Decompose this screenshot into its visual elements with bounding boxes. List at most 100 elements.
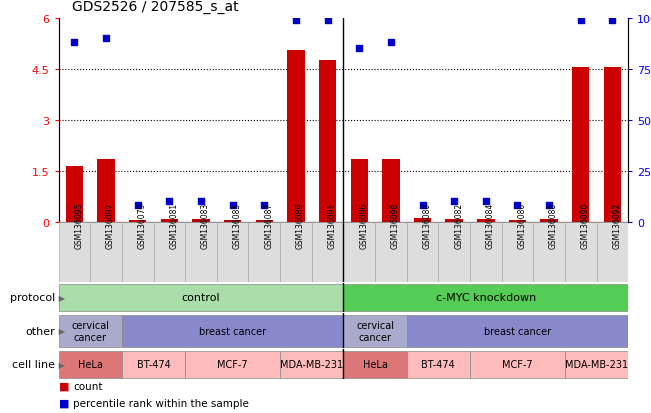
Text: MDA-MB-231: MDA-MB-231 <box>280 359 343 369</box>
Text: ▶: ▶ <box>56 360 65 369</box>
Text: cervical
cancer: cervical cancer <box>356 320 394 342</box>
Point <box>196 199 206 205</box>
Bar <box>572 68 589 222</box>
Point <box>354 46 365 52</box>
Point <box>322 17 333 24</box>
Point <box>607 17 618 24</box>
Text: protocol: protocol <box>10 293 55 303</box>
FancyBboxPatch shape <box>249 222 280 282</box>
Text: cell line: cell line <box>12 359 55 369</box>
Text: control: control <box>182 293 220 303</box>
Point <box>69 40 79 46</box>
Bar <box>287 51 305 222</box>
Text: HeLa: HeLa <box>78 359 103 369</box>
Text: GSM136098: GSM136098 <box>391 202 400 248</box>
Bar <box>477 220 495 222</box>
FancyBboxPatch shape <box>122 222 154 282</box>
Bar <box>508 220 526 222</box>
Text: GSM136088: GSM136088 <box>549 202 558 248</box>
Text: GSM136083: GSM136083 <box>201 202 210 248</box>
Bar <box>382 159 400 222</box>
FancyBboxPatch shape <box>280 351 344 377</box>
Point <box>544 203 554 209</box>
Bar <box>603 68 621 222</box>
FancyBboxPatch shape <box>344 222 375 282</box>
Bar <box>540 219 558 222</box>
Text: ▶: ▶ <box>56 293 65 302</box>
Text: GSM136085: GSM136085 <box>232 202 242 248</box>
FancyBboxPatch shape <box>59 351 122 377</box>
Text: GSM136097: GSM136097 <box>106 202 115 248</box>
Bar <box>129 220 146 222</box>
Text: breast cancer: breast cancer <box>484 326 551 336</box>
FancyBboxPatch shape <box>59 315 122 347</box>
Text: HeLa: HeLa <box>363 359 387 369</box>
Text: cervical
cancer: cervical cancer <box>71 320 109 342</box>
Text: ▶: ▶ <box>56 327 65 335</box>
Bar <box>414 218 431 222</box>
Bar <box>161 219 178 222</box>
Point <box>164 199 174 205</box>
Text: MCF-7: MCF-7 <box>217 359 248 369</box>
Text: GSM136095: GSM136095 <box>74 202 83 248</box>
FancyBboxPatch shape <box>59 285 344 311</box>
Text: GSM136079: GSM136079 <box>138 202 146 248</box>
FancyBboxPatch shape <box>217 222 249 282</box>
Bar <box>350 159 368 222</box>
FancyBboxPatch shape <box>185 351 280 377</box>
Text: other: other <box>25 326 55 336</box>
Text: c-MYC knockdown: c-MYC knockdown <box>436 293 536 303</box>
Text: GSM136089: GSM136089 <box>296 202 305 248</box>
Text: GSM136081: GSM136081 <box>169 202 178 248</box>
Text: GSM136087: GSM136087 <box>264 202 273 248</box>
Point <box>480 199 491 205</box>
Text: count: count <box>73 381 102 391</box>
Point <box>512 203 523 209</box>
Text: GSM136082: GSM136082 <box>454 202 463 248</box>
FancyBboxPatch shape <box>375 222 407 282</box>
FancyBboxPatch shape <box>90 222 122 282</box>
FancyBboxPatch shape <box>407 315 628 347</box>
Text: ■: ■ <box>59 398 69 408</box>
Text: breast cancer: breast cancer <box>199 326 266 336</box>
Point <box>133 203 143 209</box>
Bar <box>66 166 83 222</box>
FancyBboxPatch shape <box>122 351 185 377</box>
Text: GSM136084: GSM136084 <box>486 202 495 248</box>
Text: GSM136086: GSM136086 <box>518 202 527 248</box>
Point <box>291 17 301 24</box>
Point <box>227 203 238 209</box>
FancyBboxPatch shape <box>533 222 565 282</box>
FancyBboxPatch shape <box>344 285 628 311</box>
FancyBboxPatch shape <box>438 222 470 282</box>
Point <box>417 203 428 209</box>
Text: GSM136092: GSM136092 <box>613 202 622 248</box>
Text: ■: ■ <box>59 381 69 391</box>
FancyBboxPatch shape <box>185 222 217 282</box>
FancyBboxPatch shape <box>59 222 90 282</box>
FancyBboxPatch shape <box>407 222 438 282</box>
Point <box>385 40 396 46</box>
FancyBboxPatch shape <box>154 222 185 282</box>
FancyBboxPatch shape <box>280 222 312 282</box>
Text: GSM136096: GSM136096 <box>359 202 368 248</box>
Text: BT-474: BT-474 <box>421 359 455 369</box>
FancyBboxPatch shape <box>565 351 628 377</box>
FancyBboxPatch shape <box>344 351 407 377</box>
FancyBboxPatch shape <box>596 222 628 282</box>
Bar <box>192 219 210 222</box>
Point <box>449 199 460 205</box>
Text: GSM136080: GSM136080 <box>422 202 432 248</box>
Point <box>101 36 111 42</box>
Text: GSM136091: GSM136091 <box>327 202 337 248</box>
FancyBboxPatch shape <box>470 222 502 282</box>
Bar <box>224 221 242 222</box>
FancyBboxPatch shape <box>565 222 596 282</box>
FancyBboxPatch shape <box>502 222 533 282</box>
Bar <box>256 221 273 222</box>
Text: percentile rank within the sample: percentile rank within the sample <box>73 398 249 408</box>
FancyBboxPatch shape <box>344 315 407 347</box>
FancyBboxPatch shape <box>122 315 344 347</box>
Bar <box>98 159 115 222</box>
Point <box>259 203 270 209</box>
